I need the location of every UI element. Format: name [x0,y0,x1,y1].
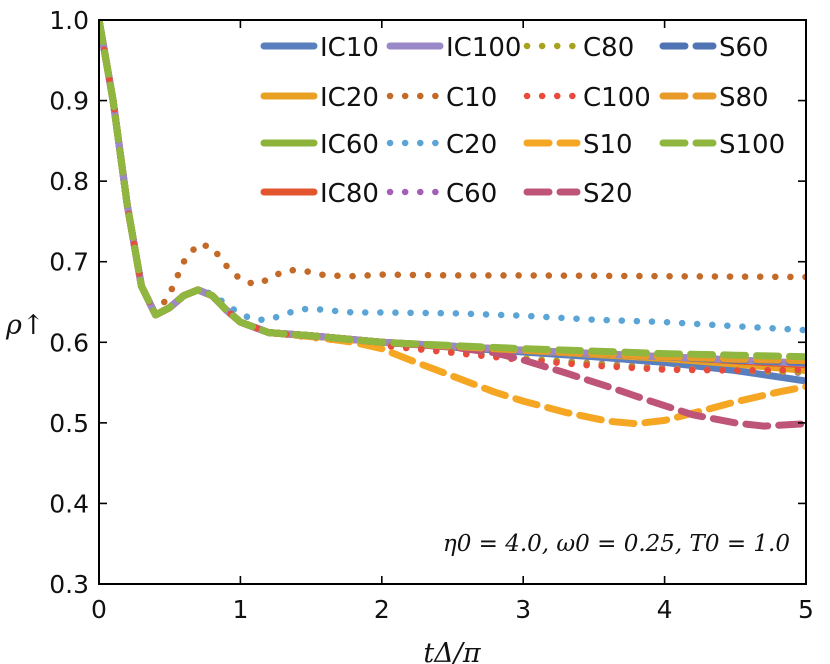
series-layer [99,20,806,430]
legend-label-ic100: IC100 [446,33,521,63]
legend-label-ic20: IC20 [320,83,379,113]
series-line-c20 [99,20,806,334]
y-tick-label: 1.0 [49,6,89,35]
x-tick-label: 2 [374,595,390,624]
y-axis-label: ρ↑ [5,310,45,341]
legend-label-s100: S100 [719,130,785,160]
x-tick-label: 0 [91,595,107,624]
legend-label-c10: C10 [446,83,497,113]
legend-label-c60: C60 [446,179,497,209]
legend-label-ic10: IC10 [320,33,379,63]
legend-label-s60: S60 [719,33,769,63]
legend-label-ic60: IC60 [320,130,379,160]
legend-label-ic80: IC80 [320,179,379,209]
y-tick-label: 0.7 [49,248,89,277]
legend: IC10 IC20 IC60 IC80 IC100 C10 C20 C60 C80 C100 S10… [260,33,785,209]
y-tick-label: 0.9 [49,87,89,116]
parameter-annotation: η0 = 4.0, ω0 = 0.25, T0 = 1.0 [443,531,790,557]
series-line-s100 [99,20,806,361]
series-line-c10 [99,20,806,319]
legend-label-s10: S10 [583,130,633,160]
x-tick-label: 1 [232,595,248,624]
y-tick-label: 0.6 [49,328,89,357]
ticks-layer: 0 1 2 3 4 5 0.3 0.4 0.5 0.6 0.7 0.8 0.9 1.0 [49,6,814,624]
x-axis-label: tΔ/π [423,638,481,664]
x-tick-label: 3 [515,595,531,624]
plot-frame [98,19,807,585]
y-tick-label: 0.3 [49,570,89,599]
legend-label-c100: C100 [583,83,651,113]
legend-label-s80: S80 [719,83,769,113]
legend-label-s20: S20 [583,179,633,209]
legend-label-c80: C80 [583,33,634,63]
axes-layer [98,19,807,585]
y-tick-label: 0.8 [49,167,89,196]
y-tick-label: 0.5 [49,409,89,438]
x-tick-label: 5 [798,595,814,624]
y-tick-label: 0.4 [49,489,89,518]
x-tick-label: 4 [657,595,673,624]
legend-label-c20: C20 [446,130,497,160]
